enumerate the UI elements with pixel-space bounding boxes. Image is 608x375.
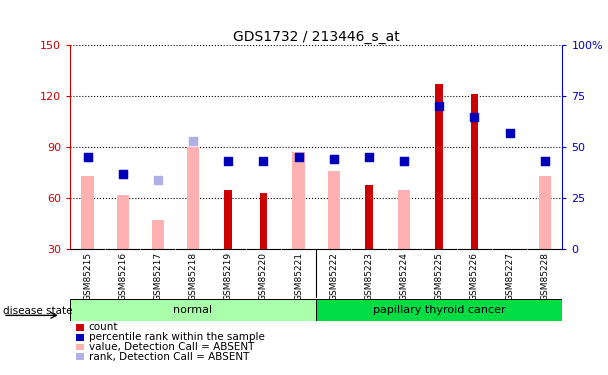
Bar [224, 190, 232, 249]
Title: GDS1732 / 213446_s_at: GDS1732 / 213446_s_at [233, 30, 399, 44]
Bar [187, 147, 199, 249]
Bar [117, 195, 129, 249]
Text: GSM85222: GSM85222 [330, 252, 338, 301]
Text: GSM85216: GSM85216 [118, 252, 127, 301]
Point [223, 159, 233, 165]
Text: GSM85223: GSM85223 [364, 252, 373, 301]
Point [329, 156, 339, 162]
Bar [152, 220, 164, 249]
Text: GSM85224: GSM85224 [399, 252, 409, 301]
Point [434, 104, 444, 110]
Text: GSM85217: GSM85217 [153, 252, 162, 301]
Text: papillary thyroid cancer: papillary thyroid cancer [373, 305, 506, 315]
Bar [70, 299, 316, 321]
Bar [292, 152, 305, 249]
Text: GSM85220: GSM85220 [259, 252, 268, 301]
Bar [328, 171, 340, 249]
Point [540, 159, 550, 165]
Text: percentile rank within the sample: percentile rank within the sample [89, 332, 264, 342]
Bar [76, 334, 84, 340]
Point [540, 159, 550, 165]
Bar [398, 190, 410, 249]
Bar [76, 344, 84, 350]
Text: GSM85228: GSM85228 [541, 252, 549, 301]
Text: GSM85215: GSM85215 [83, 252, 92, 301]
Bar [81, 176, 94, 249]
Text: value, Detection Call = ABSENT: value, Detection Call = ABSENT [89, 342, 254, 352]
Point [399, 159, 409, 165]
Text: GSM85219: GSM85219 [224, 252, 233, 301]
Bar [260, 193, 268, 249]
Bar [76, 353, 84, 360]
Text: GSM85218: GSM85218 [188, 252, 198, 301]
Text: count: count [89, 322, 119, 332]
Point [294, 154, 303, 160]
Point [469, 114, 479, 120]
Text: disease state: disease state [3, 306, 72, 315]
Point [258, 159, 268, 165]
Text: GSM85227: GSM85227 [505, 252, 514, 301]
Text: GSM85226: GSM85226 [470, 252, 479, 301]
Point [188, 138, 198, 144]
Point [329, 156, 339, 162]
Point [505, 130, 514, 136]
Bar [435, 84, 443, 249]
Point [364, 154, 374, 160]
Text: rank, Detection Call = ABSENT: rank, Detection Call = ABSENT [89, 352, 249, 362]
Point [83, 154, 92, 160]
Bar [76, 324, 84, 331]
Bar [365, 184, 373, 249]
Text: GSM85225: GSM85225 [435, 252, 444, 301]
Bar [539, 176, 551, 249]
Point [153, 177, 163, 183]
Point [83, 154, 92, 160]
Point [118, 171, 128, 177]
Point [294, 154, 303, 160]
Point [118, 171, 128, 177]
Bar [316, 299, 562, 321]
Text: GSM85221: GSM85221 [294, 252, 303, 301]
Point [399, 159, 409, 165]
Text: normal: normal [173, 305, 213, 315]
Bar [471, 94, 478, 249]
